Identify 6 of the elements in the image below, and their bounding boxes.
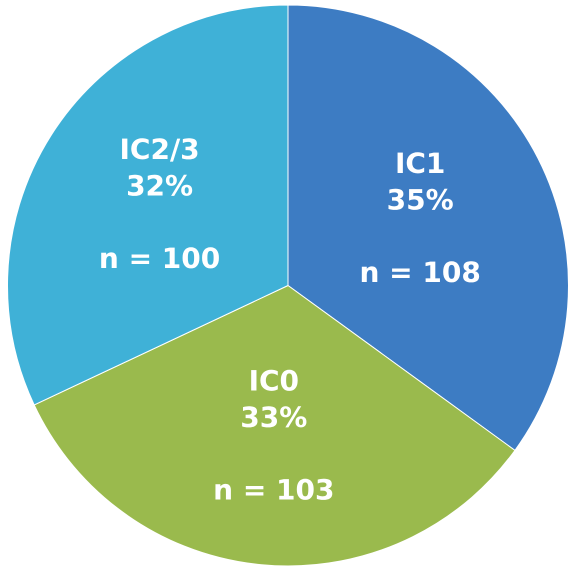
slice-label: IC0	[248, 364, 300, 398]
text: 35% n = 108	[359, 183, 481, 290]
slice-label: IC1	[394, 147, 446, 180]
slice-label: IC2/3	[120, 132, 200, 166]
text: 33% n = 103	[213, 400, 334, 507]
text: 32% n = 100	[98, 169, 220, 276]
